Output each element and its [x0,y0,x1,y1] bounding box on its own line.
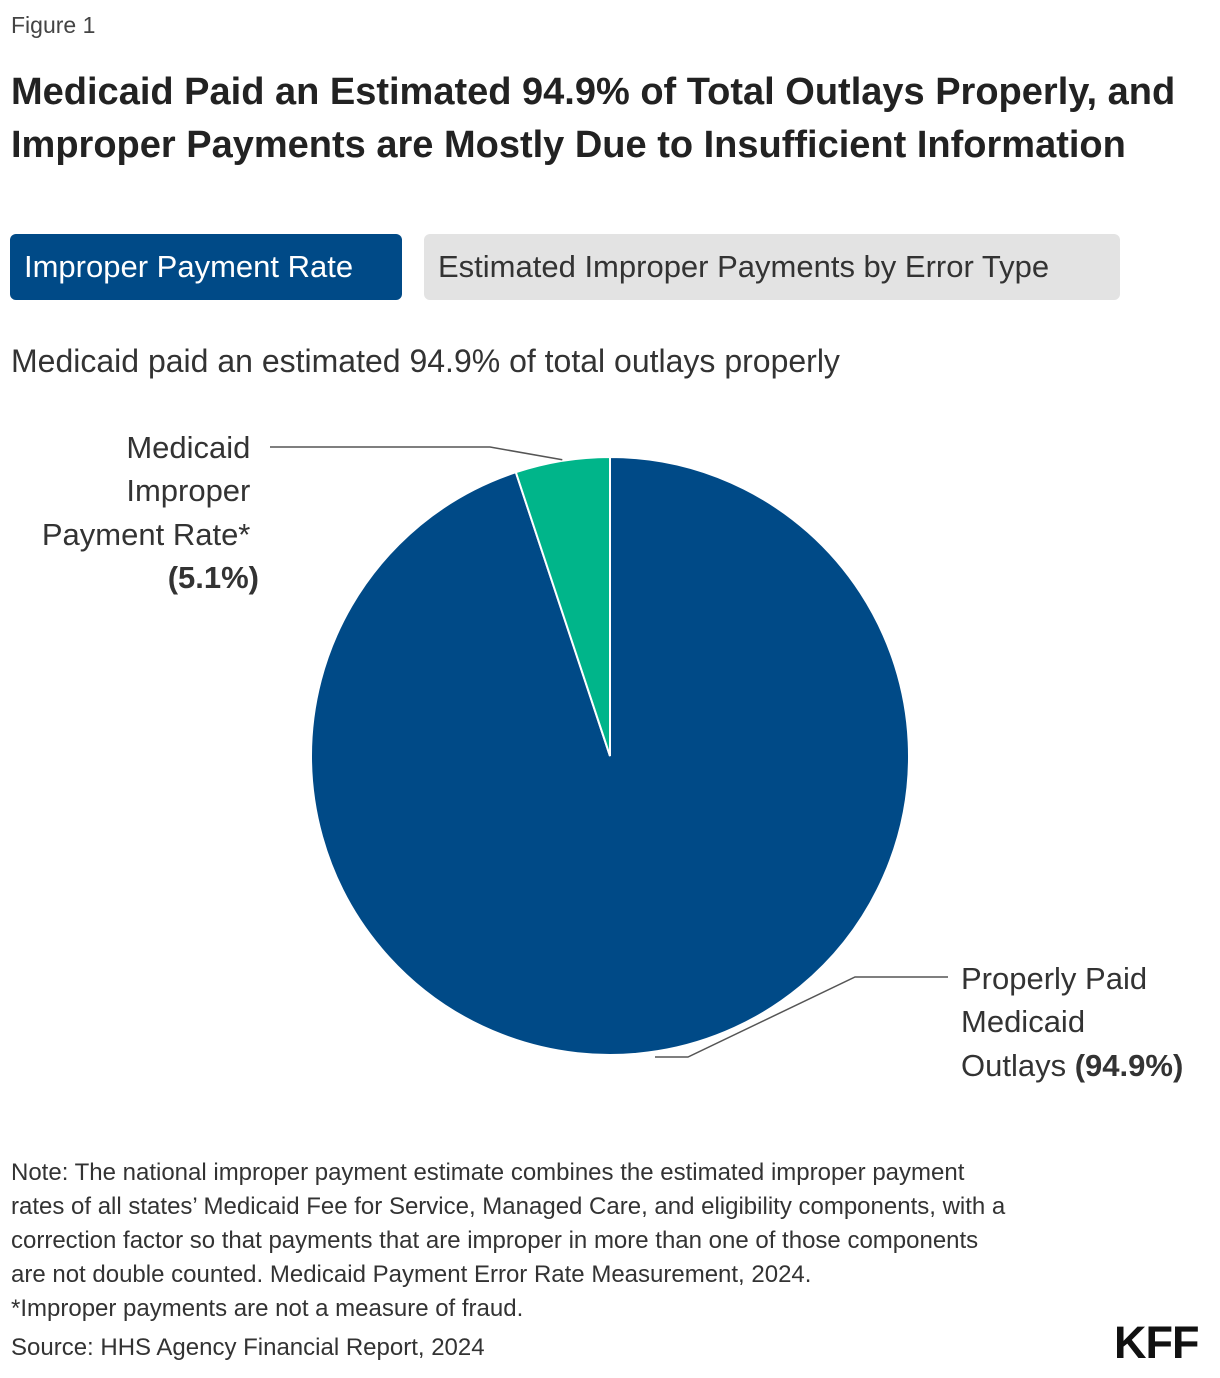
note: Note: The national improper payment esti… [11,1156,1101,1326]
note-line: correction factor so that payments that … [11,1227,979,1254]
note-line: Note: The national improper payment esti… [11,1159,965,1186]
improper-slice-label: Medicaid Improper Payment Rate* (5.1%) [42,430,259,595]
properly-paid-label-line-2: Medicaid [961,1004,1085,1039]
note-line: rates of all states’ Medicaid Fee for Se… [11,1193,1006,1220]
improper-leader-line [270,446,563,461]
improper-label-line-1: Medicaid [126,430,250,465]
pie-slice-improper[interactable] [514,455,611,757]
kff-logo: KFF [1114,1317,1199,1368]
source: Source: HHS Agency Financial Report, 202… [11,1334,485,1361]
pie-chart: Medicaid Improper Payment Rate* (5.1%) P… [42,430,1183,1083]
tab-improper-payment-rate[interactable]: Improper Payment Rate [10,234,402,300]
chart-subtitle: Medicaid paid an estimated 94.9% of tota… [11,343,840,379]
note-line: *Improper payments are not a measure of … [11,1295,524,1322]
properly-paid-label-line-3: Outlays [961,1048,1075,1083]
tab-improper-payments-by-error-type[interactable]: Estimated Improper Payments by Error Typ… [424,234,1120,300]
properly-paid-slice-label: Properly Paid Medicaid Outlays (94.9%) [961,961,1183,1083]
improper-value-label: (5.1%) [168,560,259,595]
improper-label-line-2: Improper [126,473,250,508]
figure-label: Figure 1 [11,12,96,38]
note-line: are not double counted. Medicaid Payment… [11,1261,812,1288]
properly-paid-leader-line [655,976,948,1058]
chart-title: Medicaid Paid an Estimated 94.9% of Tota… [11,71,1176,166]
properly-paid-label-line-1: Properly Paid [961,961,1147,996]
improper-label-line-3: Payment Rate* [42,517,251,552]
properly-paid-value-label: (94.9%) [1075,1048,1184,1083]
